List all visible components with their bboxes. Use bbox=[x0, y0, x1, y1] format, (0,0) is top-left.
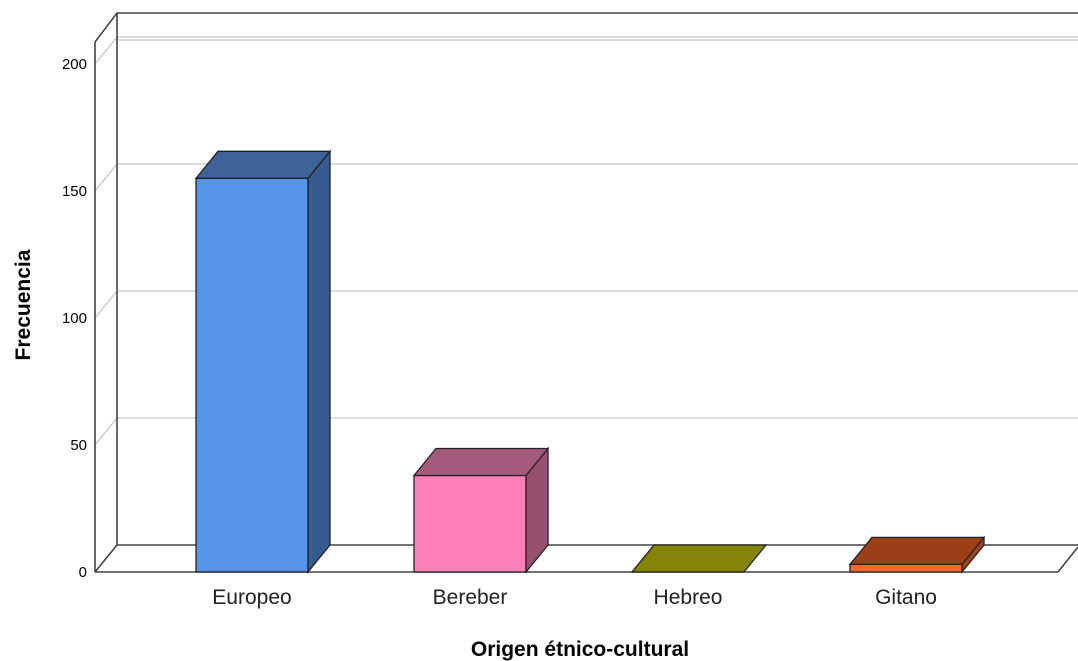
x-tick-label: Gitano bbox=[875, 586, 937, 609]
bar-top bbox=[194, 150, 332, 179]
bar-front bbox=[849, 563, 963, 573]
bar bbox=[848, 535, 986, 574]
bar-top bbox=[412, 447, 550, 477]
frame-floor-right bbox=[1057, 546, 1078, 573]
y-tick-label: 200 bbox=[62, 56, 87, 73]
x-axis-title: Origen étnico-cultural bbox=[471, 638, 689, 661]
x-tick-label: Hebreo bbox=[654, 586, 723, 609]
x-tick-label: Europeo bbox=[212, 586, 291, 609]
bar bbox=[194, 149, 332, 574]
gridline-diagonal bbox=[94, 163, 118, 192]
x-tick-label: Bereber bbox=[433, 586, 508, 609]
gridline-diagonal bbox=[94, 417, 118, 446]
gridline-diagonal bbox=[94, 36, 118, 65]
frame-floor-left bbox=[94, 544, 118, 573]
y-axis-title: Frecuencia bbox=[12, 249, 35, 360]
y-tick-label: 100 bbox=[62, 310, 87, 327]
bar-side bbox=[307, 149, 331, 574]
frame-left-top bbox=[94, 12, 1078, 572]
y-tick-label: 150 bbox=[62, 183, 87, 200]
y-tick-label: 0 bbox=[79, 564, 87, 581]
gridline-diagonal bbox=[94, 290, 118, 319]
bar bbox=[412, 446, 550, 574]
bars-layer bbox=[194, 149, 986, 574]
bar-front bbox=[195, 177, 309, 573]
bar-top bbox=[630, 544, 768, 573]
x-axis-labels: Europeo Bereber Hebreo Gitano bbox=[212, 586, 937, 609]
bar bbox=[630, 544, 768, 573]
bar-top bbox=[848, 536, 986, 566]
y-tick-label: 50 bbox=[70, 437, 87, 454]
bar-front bbox=[413, 474, 527, 573]
y-axis-ticks: 0 50 100 150 200 bbox=[62, 56, 87, 581]
